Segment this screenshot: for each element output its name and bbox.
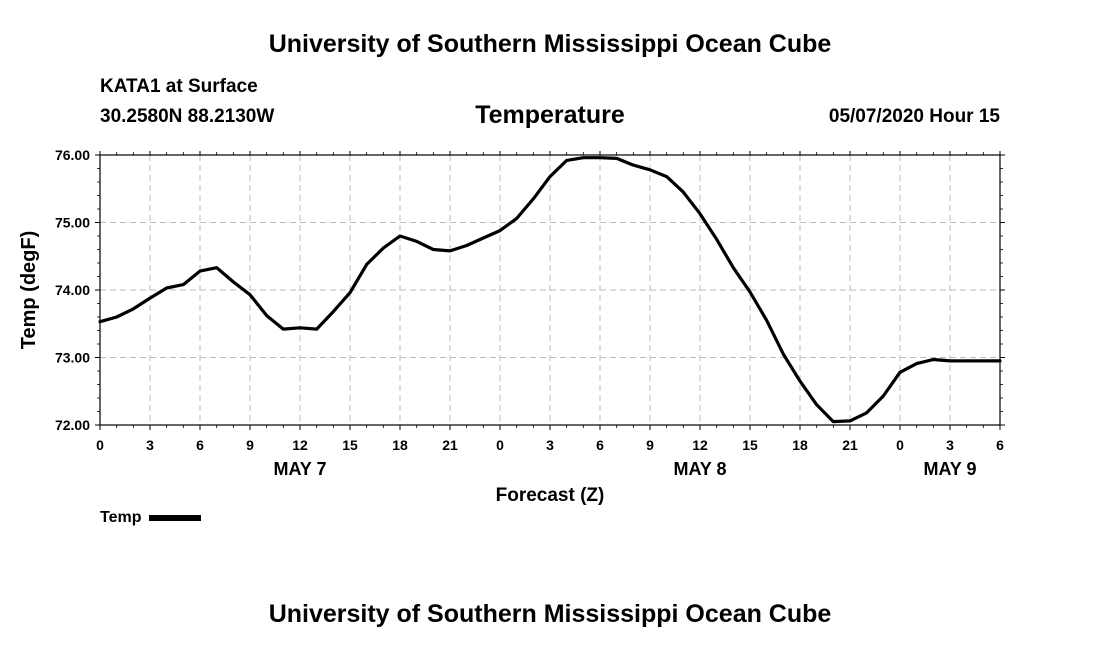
data-point (482, 236, 485, 240)
data-point (898, 371, 902, 374)
y-tick-label: 72.00 (55, 417, 90, 433)
data-point (182, 283, 185, 286)
run-time-label: 05/07/2020 Hour 15 (828, 106, 1000, 127)
x-tick-label: 21 (442, 437, 458, 453)
data-point (398, 234, 402, 238)
data-point (465, 244, 468, 247)
data-point (265, 314, 268, 317)
x-tick-label: 12 (292, 437, 308, 453)
data-point (815, 403, 818, 407)
data-point (232, 280, 235, 284)
legend-swatch (149, 515, 202, 521)
legend: Temp (100, 509, 202, 527)
x-tick-label: 15 (342, 437, 358, 453)
data-point (298, 326, 302, 330)
data-point (715, 238, 718, 241)
legend-label: Temp (100, 509, 142, 526)
x-tick-label: 12 (692, 437, 708, 453)
x-tick-label: 15 (742, 437, 758, 453)
x-axis-title: Forecast (Z) (496, 485, 605, 506)
data-point (998, 359, 1002, 363)
data-point (565, 159, 568, 162)
x-tick-label: 21 (842, 437, 858, 453)
y-axis-title: Temp (degF) (18, 231, 40, 350)
data-point (698, 212, 702, 216)
data-point (782, 352, 785, 356)
x-tick-label: 3 (946, 437, 954, 453)
data-point (732, 266, 735, 270)
chart-title: Temperature (475, 101, 625, 129)
data-point (198, 269, 202, 273)
y-tick-label: 73.00 (55, 350, 90, 366)
data-point (615, 157, 618, 160)
data-point (982, 359, 985, 363)
data-point (598, 156, 602, 159)
data-point (548, 175, 552, 178)
y-tick-label: 74.00 (55, 282, 90, 298)
data-point (115, 315, 118, 319)
y-tick-label: 75.00 (55, 215, 90, 231)
date-label: MAY 7 (273, 459, 326, 479)
data-point (965, 359, 968, 363)
x-tick-label: 0 (96, 437, 104, 453)
x-tick-label: 18 (792, 437, 808, 453)
x-tick-label: 6 (596, 437, 604, 453)
date-label: MAY 8 (673, 459, 726, 479)
data-point (682, 190, 685, 194)
data-point (148, 296, 152, 300)
y-tick-label: 76.00 (55, 147, 90, 163)
data-point (215, 266, 218, 270)
data-point (515, 217, 518, 220)
data-point (915, 362, 918, 365)
x-tick-label: 3 (146, 437, 154, 453)
data-point (882, 394, 885, 398)
x-tick-label: 18 (392, 437, 408, 453)
data-point (948, 359, 952, 363)
data-point (648, 168, 652, 172)
data-point (665, 175, 668, 178)
x-tick-label: 6 (996, 437, 1004, 453)
x-tick-label: 9 (646, 437, 654, 453)
station-label: KATA1 at Surface (100, 76, 258, 97)
data-point (348, 291, 352, 295)
data-point (365, 263, 368, 266)
data-point (332, 310, 335, 313)
footer-title: University of Southern Mississippi Ocean… (268, 600, 832, 628)
data-point (832, 420, 835, 423)
data-point (315, 327, 318, 331)
data-point (282, 327, 285, 331)
data-point (582, 156, 585, 159)
data-point (798, 379, 802, 383)
data-point (248, 293, 252, 297)
data-point (448, 249, 452, 253)
data-point (865, 411, 868, 415)
data-point (632, 163, 635, 167)
data-point (165, 286, 168, 290)
data-point (98, 320, 102, 324)
x-tick-label: 3 (546, 437, 554, 453)
data-point (382, 246, 385, 250)
data-point (498, 229, 502, 232)
data-point (415, 240, 418, 243)
data-point (848, 419, 852, 423)
data-point (132, 307, 135, 311)
page-title: University of Southern Mississippi Ocean… (268, 30, 832, 58)
x-tick-label: 0 (896, 437, 904, 453)
coordinates-label: 30.2580N 88.2130W (100, 106, 275, 127)
data-point (932, 358, 935, 361)
x-tick-label: 9 (246, 437, 254, 453)
x-tick-label: 6 (196, 437, 204, 453)
data-point (432, 248, 435, 251)
data-point (532, 197, 535, 201)
data-point (748, 290, 752, 294)
x-tick-label: 0 (496, 437, 504, 453)
data-point (765, 319, 768, 322)
date-label: MAY 9 (923, 459, 976, 479)
